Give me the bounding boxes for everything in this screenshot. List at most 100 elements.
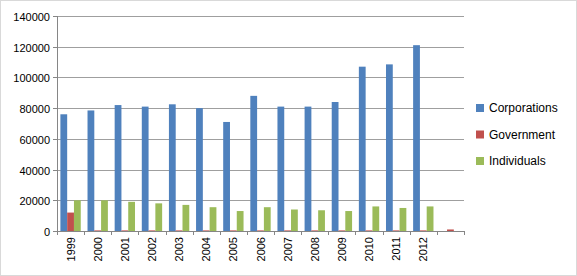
y-tick bbox=[53, 47, 57, 48]
bar bbox=[420, 230, 427, 231]
bar bbox=[454, 231, 461, 232]
x-axis bbox=[57, 231, 464, 232]
bar bbox=[359, 67, 366, 231]
x-tick bbox=[247, 231, 248, 235]
legend-label: Government bbox=[489, 128, 556, 142]
bar bbox=[393, 230, 400, 231]
bar bbox=[366, 230, 373, 231]
x-tick-label: 2006 bbox=[255, 237, 267, 261]
bar bbox=[318, 210, 325, 231]
y-tick-label: 0 bbox=[44, 226, 50, 238]
x-tick bbox=[274, 231, 275, 235]
bar bbox=[311, 230, 318, 231]
x-tick-label: 2001 bbox=[119, 237, 131, 261]
bar bbox=[210, 207, 217, 231]
bar bbox=[196, 108, 203, 231]
bar bbox=[142, 107, 149, 231]
x-tick bbox=[328, 231, 329, 235]
x-tick bbox=[166, 231, 167, 235]
bar bbox=[250, 96, 257, 231]
bar bbox=[101, 200, 108, 231]
x-tick-label: 1999 bbox=[65, 237, 77, 261]
x-tick-label: 2007 bbox=[282, 237, 294, 261]
chart-border bbox=[1, 1, 577, 276]
bar bbox=[413, 45, 420, 231]
y-tick-label: 80000 bbox=[19, 103, 50, 115]
legend-label: Corporations bbox=[489, 101, 558, 115]
x-tick-label: 2003 bbox=[173, 237, 185, 261]
x-tick bbox=[355, 231, 356, 235]
bar bbox=[121, 230, 128, 231]
bar bbox=[169, 104, 176, 231]
x-tick bbox=[383, 231, 384, 235]
grid-line bbox=[57, 16, 464, 17]
bar bbox=[427, 206, 434, 231]
legend-swatch bbox=[476, 104, 484, 112]
chart: 0200004000060000800001000001200001400001… bbox=[0, 0, 577, 276]
x-tick bbox=[410, 231, 411, 235]
x-tick bbox=[464, 231, 465, 235]
bar bbox=[305, 107, 312, 231]
grid-line bbox=[57, 231, 464, 232]
bar bbox=[447, 229, 454, 231]
grid-line bbox=[57, 47, 464, 48]
bar bbox=[128, 202, 135, 231]
bar bbox=[386, 64, 393, 231]
bar bbox=[155, 203, 162, 231]
bar bbox=[60, 114, 67, 231]
y-axis bbox=[57, 16, 58, 231]
y-tick bbox=[53, 77, 57, 78]
legend-swatch bbox=[476, 157, 484, 165]
y-tick-label: 60000 bbox=[19, 134, 50, 146]
bar bbox=[182, 205, 189, 231]
bar bbox=[291, 210, 298, 232]
x-tick bbox=[437, 231, 438, 235]
x-tick-label: 2004 bbox=[200, 237, 212, 261]
x-tick-label: 2000 bbox=[92, 237, 104, 261]
bar bbox=[277, 107, 284, 231]
bar bbox=[400, 208, 407, 231]
bar bbox=[339, 230, 346, 231]
x-tick bbox=[138, 231, 139, 235]
y-tick bbox=[53, 200, 57, 201]
bar bbox=[67, 213, 74, 231]
x-tick bbox=[84, 231, 85, 235]
y-tick-label: 40000 bbox=[19, 165, 50, 177]
x-tick-label: 2010 bbox=[363, 237, 375, 261]
y-tick bbox=[53, 139, 57, 140]
bar bbox=[88, 110, 95, 231]
x-tick bbox=[301, 231, 302, 235]
bar bbox=[230, 230, 237, 231]
bar bbox=[74, 200, 81, 231]
x-tick bbox=[193, 231, 194, 235]
legend-swatch bbox=[476, 131, 484, 139]
y-tick bbox=[53, 170, 57, 171]
bars bbox=[60, 45, 453, 231]
bar bbox=[223, 122, 230, 231]
x-tick-label: 2008 bbox=[309, 237, 321, 261]
y-tick bbox=[53, 231, 57, 232]
y-tick bbox=[53, 16, 57, 17]
legend-label: Individuals bbox=[489, 154, 546, 168]
y-tick-label: 100000 bbox=[13, 72, 50, 84]
y-tick bbox=[53, 108, 57, 109]
bar bbox=[203, 230, 210, 231]
x-tick-label: 2002 bbox=[146, 237, 158, 261]
bar bbox=[237, 211, 244, 231]
bar bbox=[94, 230, 101, 231]
bar bbox=[372, 206, 379, 231]
bar bbox=[284, 230, 291, 231]
x-tick-label: 2009 bbox=[336, 237, 348, 261]
y-tick-label: 140000 bbox=[13, 11, 50, 23]
bar bbox=[332, 102, 339, 231]
x-tick-label: 2012 bbox=[417, 237, 429, 261]
y-tick-label: 20000 bbox=[19, 195, 50, 207]
bar bbox=[345, 211, 352, 231]
x-tick bbox=[111, 231, 112, 235]
x-tick-label: 2011 bbox=[390, 237, 402, 261]
bar bbox=[115, 105, 122, 231]
x-tick bbox=[220, 231, 221, 235]
bar bbox=[176, 230, 183, 231]
x-tick bbox=[57, 231, 58, 235]
bar bbox=[264, 207, 271, 231]
